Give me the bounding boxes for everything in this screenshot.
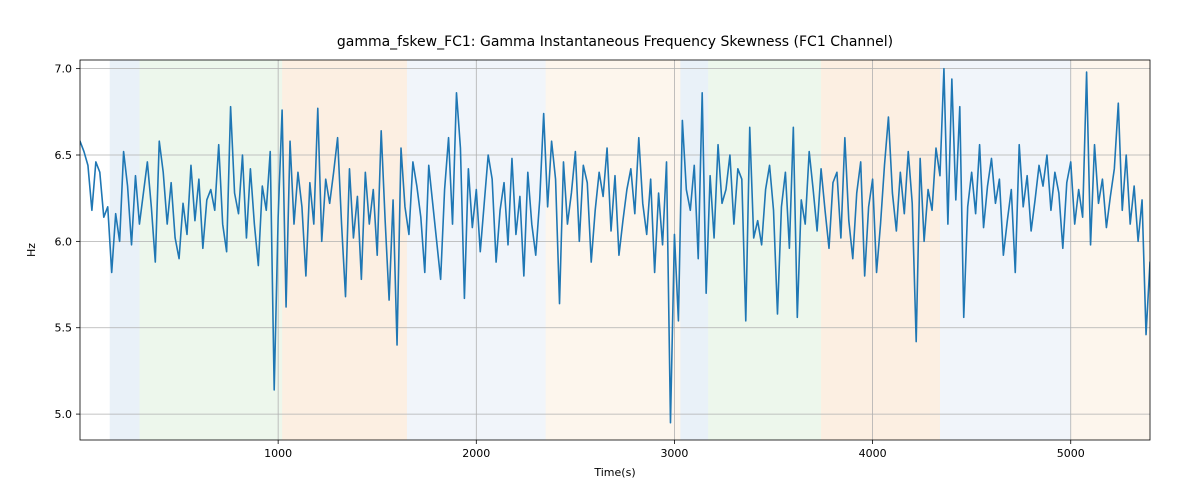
line-chart: 1000 2000 3000 4000 5000 5.0 5.5 6.0 6.5 7.0 Time(…	[0, 0, 1200, 500]
y-axis-label: Hz	[25, 243, 38, 257]
x-tick-label: 3000	[660, 447, 688, 460]
y-tick-label: 5.5	[55, 322, 73, 335]
band-region	[139, 60, 282, 440]
y-tick-label: 6.5	[55, 149, 73, 162]
x-tick-label: 5000	[1057, 447, 1085, 460]
x-axis-label: Time(s)	[593, 466, 635, 479]
chart-container: 1000 2000 3000 4000 5000 5.0 5.5 6.0 6.5 7.0 Time(…	[0, 0, 1200, 500]
chart-title: gamma_fskew_FC1: Gamma Instantaneous Fre…	[337, 34, 893, 50]
x-tick-label: 2000	[462, 447, 490, 460]
y-tick-label: 6.0	[55, 235, 73, 248]
band-region	[110, 60, 140, 440]
band-region	[1071, 60, 1150, 440]
band-region	[680, 60, 708, 440]
x-tick-label: 1000	[264, 447, 292, 460]
band-region	[546, 60, 681, 440]
x-tick-label: 4000	[859, 447, 887, 460]
band-region	[282, 60, 407, 440]
band-region	[708, 60, 821, 440]
band-region	[821, 60, 940, 440]
y-tick-label: 5.0	[55, 408, 73, 421]
y-tick-label: 7.0	[55, 63, 73, 76]
